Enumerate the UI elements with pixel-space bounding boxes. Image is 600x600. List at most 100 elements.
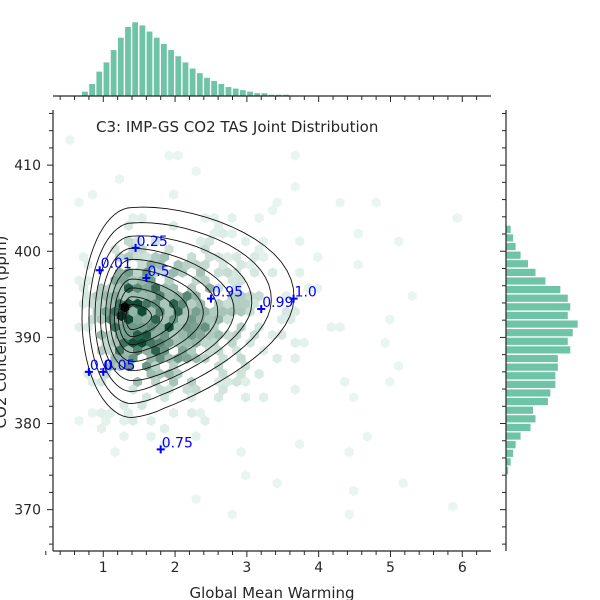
hexbin-cell <box>124 361 133 372</box>
hexbin-cell <box>187 283 197 294</box>
x-histogram-bar <box>153 37 161 97</box>
x-histogram-bar <box>167 49 175 97</box>
y-axis-label: CO2 Concentration (ppm) <box>0 236 10 429</box>
hexbin-cell <box>191 322 201 333</box>
x-histogram-bar <box>203 77 211 97</box>
hexbin-cell <box>223 314 233 325</box>
hexbin-cell <box>304 283 314 294</box>
hexbin-cell <box>232 298 242 309</box>
x-histogram-bar <box>232 87 240 97</box>
hexbin-cell <box>232 267 242 278</box>
hexbin-cell <box>313 283 323 294</box>
quantile-label: 0.25 <box>137 234 168 250</box>
hexbin-cell <box>169 298 179 309</box>
y-histogram-bar <box>505 431 522 441</box>
y-histogram-bar <box>505 268 537 277</box>
hexbin-cell <box>151 361 161 372</box>
x-histogram-bar <box>189 67 197 97</box>
hexbin-cell <box>205 329 215 341</box>
hexbin-cell <box>290 353 300 364</box>
hexbin-cell <box>394 236 404 247</box>
hexbin-cell <box>209 306 219 317</box>
kde-contour <box>81 206 295 419</box>
hexbin-cell <box>295 236 305 247</box>
hexbin-cell <box>187 298 197 309</box>
y-histogram-bar <box>505 302 571 312</box>
hexbin-cell <box>205 251 215 263</box>
y-histogram-bar <box>505 449 514 458</box>
hexbin-cell <box>227 509 237 520</box>
x-tick-label: 2 <box>171 560 180 576</box>
quantile-marker <box>206 294 215 303</box>
hexbin-cell <box>137 212 147 224</box>
hexbin-cell <box>218 384 228 395</box>
quantile-marker <box>156 445 165 454</box>
hexbin-cell <box>214 283 224 294</box>
hexbin-cell <box>164 306 174 317</box>
hexbin-cell <box>353 259 363 270</box>
hexbin-cell <box>196 267 206 278</box>
hexbin-cell <box>259 251 269 263</box>
hexbin-cell <box>137 306 147 317</box>
hexbin-cell <box>223 267 233 278</box>
hexbin-cell <box>146 290 156 302</box>
x-tick-label: 3 <box>242 560 251 576</box>
y-tick-label: 390 <box>14 330 41 346</box>
hexbin-cell <box>182 290 192 302</box>
hexbin-cell <box>151 283 161 294</box>
x-histogram-bar <box>95 71 103 97</box>
hexbin-cell <box>115 251 124 263</box>
hexbin-cell <box>227 228 237 239</box>
hexbin-cell <box>205 236 215 247</box>
hexbin-cell <box>106 361 115 372</box>
hexbin-cell <box>313 251 323 263</box>
hexbin-cell <box>133 314 143 325</box>
y-histogram-bar <box>505 354 559 363</box>
hexbin-cell <box>398 478 408 489</box>
y-histogram-bar <box>505 388 551 398</box>
hexbin-cell <box>178 329 188 341</box>
hexbin-cell <box>277 314 287 325</box>
hexbin-cell <box>223 251 233 263</box>
hexbin-cell <box>290 150 300 161</box>
hexbin-cell <box>128 212 138 224</box>
y-tick-label: 370 <box>14 503 41 519</box>
hexbin-cell <box>155 337 165 348</box>
hexbin-cell <box>227 306 237 317</box>
hexbin-cell <box>155 290 165 302</box>
x-histogram-bar <box>124 26 132 97</box>
hexbin-cell <box>155 259 165 270</box>
hexbin-cell <box>173 353 183 364</box>
hexbin-cell <box>227 337 237 348</box>
hexbin-cell <box>245 259 255 270</box>
hexbin-cell <box>380 337 390 348</box>
hexbin-cell <box>173 150 183 161</box>
hexbin-cell <box>353 228 363 239</box>
hexbin-cell <box>232 376 242 387</box>
hexbin-cell <box>191 431 201 442</box>
hexbin-cell <box>146 322 156 333</box>
x-histogram-bar <box>181 61 189 97</box>
hexbin-cell <box>236 259 246 270</box>
y-histogram-bar <box>505 371 556 380</box>
quantile-label: 0.5 <box>147 264 169 280</box>
quantile-marker <box>131 243 140 252</box>
hexbin-cell <box>146 306 156 317</box>
hexbin-cell <box>164 244 174 255</box>
hexbin-cell <box>394 361 404 372</box>
hexbin-cell <box>385 314 395 325</box>
hexbin-cell <box>236 353 246 364</box>
hexbin-cell <box>272 353 282 364</box>
quantile-marker <box>95 266 104 275</box>
hexbin-cell <box>281 306 291 317</box>
y-histogram-bar <box>505 285 561 294</box>
hexbin-cell <box>205 283 215 294</box>
hexbin-cell <box>200 259 210 270</box>
quantile-label: 0.0 <box>90 358 112 374</box>
hexbin-cell <box>142 345 152 356</box>
x-tick-label: 1 <box>99 560 108 576</box>
x-histogram-bar <box>239 89 247 97</box>
hexbin-cell <box>97 423 106 434</box>
hexbin-cell <box>187 376 197 387</box>
